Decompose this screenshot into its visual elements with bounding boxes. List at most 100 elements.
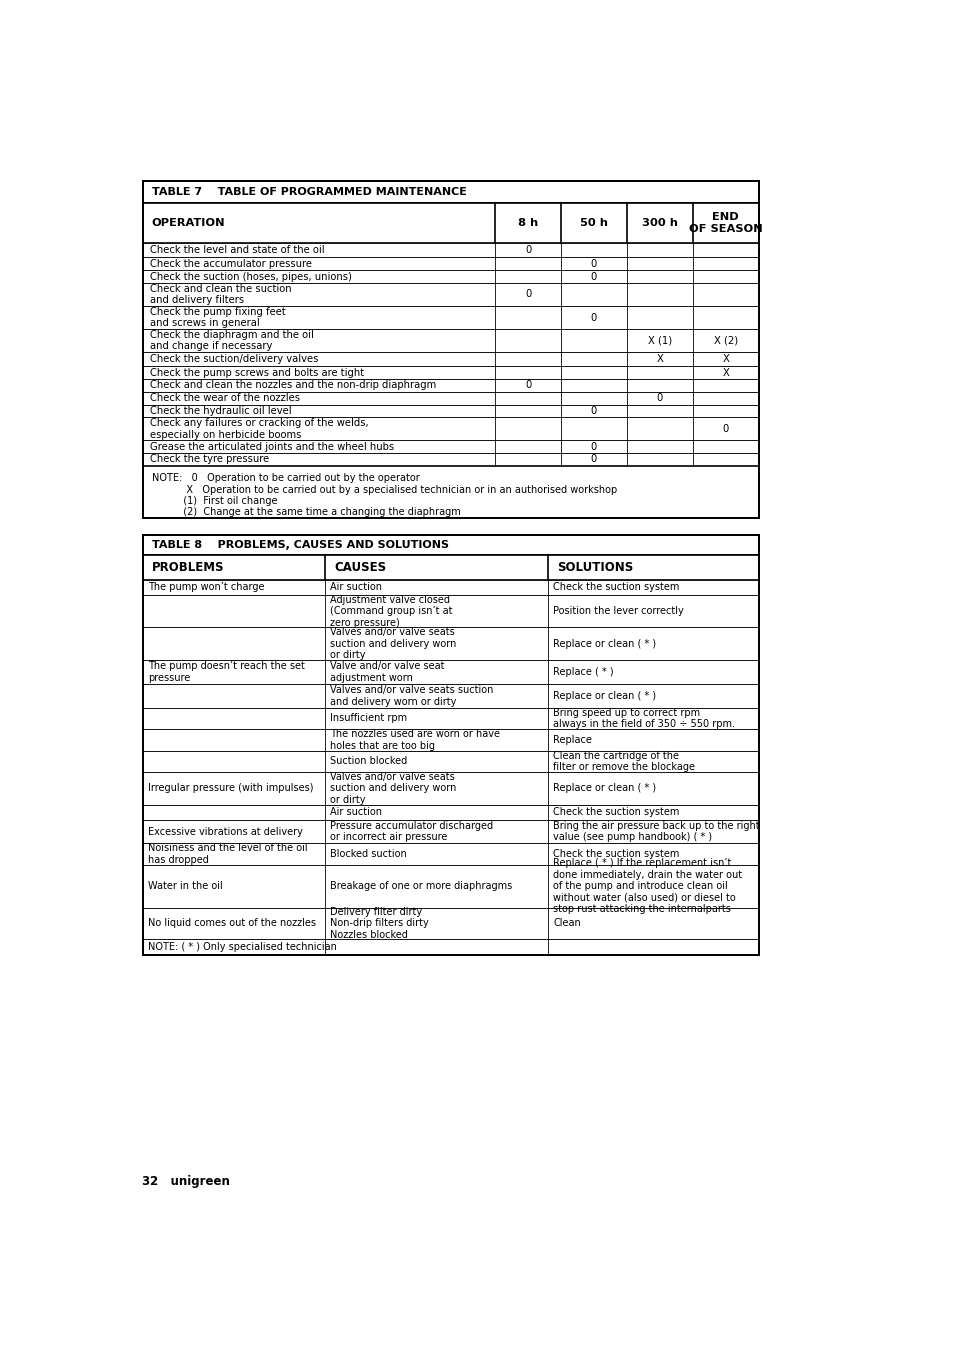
- Text: Check any failures or cracking of the welds,
especially on herbicide booms: Check any failures or cracking of the we…: [150, 418, 369, 440]
- Text: Check the pump fixing feet
and screws in general: Check the pump fixing feet and screws in…: [150, 306, 286, 328]
- Bar: [142, 181, 758, 518]
- Bar: [142, 466, 758, 518]
- Text: X   Operation to be carried out by a specialised technician or in an authorised : X Operation to be carried out by a speci…: [152, 485, 617, 494]
- Bar: [142, 864, 758, 907]
- Bar: [142, 729, 758, 751]
- Text: OPERATION: OPERATION: [152, 219, 225, 228]
- Text: Valves and/or valve seats suction
and delivery worn or dirty: Valves and/or valve seats suction and de…: [330, 686, 493, 707]
- Text: Check and clean the nozzles and the non-drip diaphragm: Check and clean the nozzles and the non-…: [150, 381, 436, 390]
- Text: Check the accumulator pressure: Check the accumulator pressure: [150, 259, 312, 269]
- Bar: [142, 405, 758, 417]
- Bar: [142, 535, 758, 956]
- Text: CAUSES: CAUSES: [334, 560, 386, 574]
- Text: 0: 0: [721, 424, 728, 433]
- Text: Valve and/or valve seat
adjustment worn: Valve and/or valve seat adjustment worn: [330, 662, 444, 683]
- Bar: [142, 284, 758, 306]
- Text: 0: 0: [590, 455, 597, 464]
- Text: The pump won’t charge: The pump won’t charge: [148, 582, 264, 593]
- Bar: [142, 772, 758, 805]
- Text: 0: 0: [524, 381, 531, 390]
- Bar: [142, 819, 758, 842]
- Text: Bring the air pressure back up to the right
value (see pump handbook) ( * ): Bring the air pressure back up to the ri…: [553, 821, 760, 842]
- Text: Replace ( * ): Replace ( * ): [553, 667, 613, 678]
- Text: TABLE 7    TABLE OF PROGRAMMED MAINTENANCE: TABLE 7 TABLE OF PROGRAMMED MAINTENANCE: [152, 188, 466, 197]
- Text: The pump doesn’t reach the set
pressure: The pump doesn’t reach the set pressure: [148, 662, 304, 683]
- Text: The nozzles used are worn or have
holes that are too big: The nozzles used are worn or have holes …: [330, 729, 499, 751]
- Text: Replace or clean ( * ): Replace or clean ( * ): [553, 639, 656, 648]
- Bar: [142, 440, 758, 454]
- Text: Check the hydraulic oil level: Check the hydraulic oil level: [150, 406, 292, 416]
- Text: 0: 0: [590, 441, 597, 452]
- Text: 0: 0: [590, 271, 597, 282]
- Bar: [142, 938, 758, 956]
- Bar: [142, 805, 758, 819]
- Bar: [142, 707, 758, 729]
- Text: Breakage of one or more diaphragms: Breakage of one or more diaphragms: [330, 882, 512, 891]
- Text: 0: 0: [590, 406, 597, 416]
- Bar: [142, 352, 758, 366]
- Text: Blocked suction: Blocked suction: [330, 849, 406, 859]
- Text: 50 h: 50 h: [579, 219, 607, 228]
- Text: (2)  Change at the same time a changing the diaphragm: (2) Change at the same time a changing t…: [152, 508, 460, 517]
- Text: 8 h: 8 h: [517, 219, 537, 228]
- Text: Check the suction (hoses, pipes, unions): Check the suction (hoses, pipes, unions): [150, 271, 352, 282]
- Text: NOTE: ( * ) Only specialised technician: NOTE: ( * ) Only specialised technician: [148, 942, 336, 952]
- Bar: [142, 243, 758, 258]
- Text: Grease the articulated joints and the wheel hubs: Grease the articulated joints and the wh…: [150, 441, 394, 452]
- Bar: [142, 907, 758, 938]
- Text: Suction blocked: Suction blocked: [330, 756, 407, 767]
- Text: Adjustment valve closed
(Command group isn’t at
zero pressure): Adjustment valve closed (Command group i…: [330, 595, 452, 628]
- Text: 0: 0: [524, 246, 531, 255]
- Text: PROBLEMS: PROBLEMS: [152, 560, 224, 574]
- Text: Replace or clean ( * ): Replace or clean ( * ): [553, 691, 656, 701]
- Bar: [142, 181, 758, 204]
- Text: Noisiness and the level of the oil
has dropped: Noisiness and the level of the oil has d…: [148, 842, 307, 864]
- Text: Check the diaphragm and the oil
and change if necessary: Check the diaphragm and the oil and chan…: [150, 329, 314, 351]
- Text: Check the suction system: Check the suction system: [553, 849, 679, 859]
- Text: NOTE:   0   Operation to be carried out by the operator: NOTE: 0 Operation to be carried out by t…: [152, 474, 419, 483]
- Bar: [142, 417, 758, 440]
- Text: Air suction: Air suction: [330, 582, 381, 593]
- Text: Check the wear of the nozzles: Check the wear of the nozzles: [150, 393, 300, 404]
- Bar: [142, 751, 758, 772]
- Text: Bring speed up to correct rpm
always in the field of 350 ÷ 550 rpm.: Bring speed up to correct rpm always in …: [553, 707, 735, 729]
- Text: 0: 0: [590, 259, 597, 269]
- Text: Check the suction system: Check the suction system: [553, 582, 679, 593]
- Bar: [142, 660, 758, 684]
- Text: Air suction: Air suction: [330, 807, 381, 817]
- Text: Excessive vibrations at delivery: Excessive vibrations at delivery: [148, 826, 302, 837]
- Bar: [142, 684, 758, 707]
- Text: No liquid comes out of the nozzles: No liquid comes out of the nozzles: [148, 918, 315, 929]
- Text: Replace: Replace: [553, 734, 592, 745]
- Bar: [142, 329, 758, 352]
- Bar: [142, 454, 758, 466]
- Text: Replace or clean ( * ): Replace or clean ( * ): [553, 783, 656, 794]
- Bar: [142, 366, 758, 379]
- Text: Insufficient rpm: Insufficient rpm: [330, 713, 407, 724]
- Text: Check the suction system: Check the suction system: [553, 807, 679, 817]
- Text: X (1): X (1): [647, 336, 671, 346]
- Bar: [142, 628, 758, 660]
- Text: X: X: [721, 367, 728, 378]
- Text: Valves and/or valve seats
suction and delivery worn
or dirty: Valves and/or valve seats suction and de…: [330, 772, 456, 805]
- Text: Check the tyre pressure: Check the tyre pressure: [150, 455, 269, 464]
- Text: Valves and/or valve seats
suction and delivery worn
or dirty: Valves and/or valve seats suction and de…: [330, 626, 456, 660]
- Text: Check the suction/delivery valves: Check the suction/delivery valves: [150, 354, 318, 364]
- Text: Pressure accumulator discharged
or incorrect air pressure: Pressure accumulator discharged or incor…: [330, 821, 493, 842]
- Bar: [142, 842, 758, 864]
- Text: Delivery filter dirty
Non-drip filters dirty
Nozzles blocked: Delivery filter dirty Non-drip filters d…: [330, 907, 428, 940]
- Text: (1)  First oil change: (1) First oil change: [152, 495, 277, 506]
- Text: Check and clean the suction
and delivery filters: Check and clean the suction and delivery…: [150, 284, 292, 305]
- Text: Clean: Clean: [553, 918, 580, 929]
- Text: SOLUTIONS: SOLUTIONS: [557, 560, 633, 574]
- Bar: [142, 579, 758, 595]
- Text: Water in the oil: Water in the oil: [148, 882, 222, 891]
- Bar: [142, 535, 758, 555]
- Text: Check the level and state of the oil: Check the level and state of the oil: [150, 246, 325, 255]
- Text: Position the lever correctly: Position the lever correctly: [553, 606, 683, 617]
- Bar: [142, 204, 758, 243]
- Text: X (2): X (2): [713, 336, 737, 346]
- Text: 300 h: 300 h: [641, 219, 677, 228]
- Text: 32   unigreen: 32 unigreen: [142, 1174, 230, 1188]
- Text: 0: 0: [656, 393, 662, 404]
